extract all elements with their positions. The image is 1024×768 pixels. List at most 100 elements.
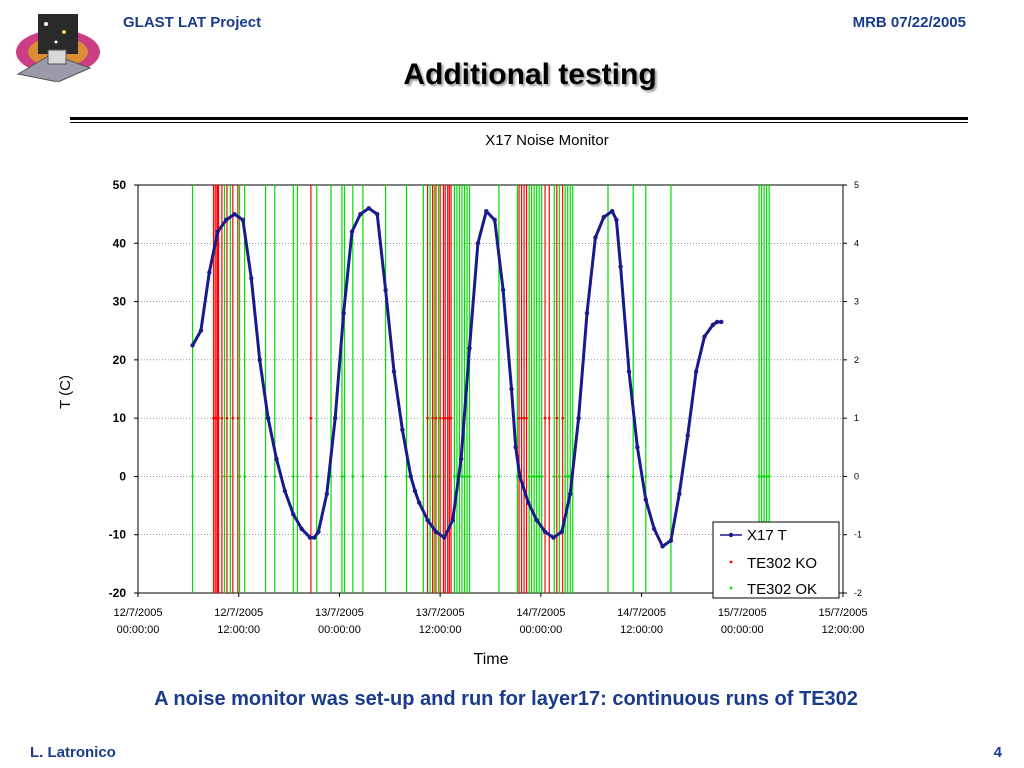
x-tick-label-date: 13/7/2005	[416, 607, 465, 619]
x17-temperature-point	[333, 415, 338, 421]
te302-ok-point	[644, 475, 648, 478]
y2-tick-label: 2	[854, 355, 859, 365]
x17-temperature-point	[467, 346, 472, 351]
x17-temperature-point	[274, 456, 279, 462]
footer-page-number: 4	[993, 744, 1002, 761]
x17-temperature-point	[660, 544, 665, 549]
te302-ko-point	[561, 416, 564, 420]
te302-ko-point	[426, 416, 429, 420]
te302-ok-point	[453, 475, 456, 478]
legend: X17 T TE302 KO TE302 OK	[712, 521, 840, 599]
x17-temperature-point	[383, 287, 388, 293]
y-tick-label: -20	[109, 586, 127, 600]
te302-ok-point	[191, 475, 194, 478]
te302-ok-point	[631, 475, 635, 478]
x17-temperature-point	[374, 211, 380, 217]
x17-temperature-series	[190, 206, 724, 549]
x-tick-label-date: 15/7/2005	[819, 607, 868, 619]
x-tick-label-time: 12:00:00	[822, 624, 865, 636]
te302-ok-point	[315, 475, 319, 478]
x17-temperature-point	[458, 456, 464, 462]
te302-ok-point	[238, 475, 241, 478]
y2-tick-label: 3	[854, 297, 859, 307]
x-tick-label-time: 12:00:00	[217, 624, 260, 636]
x17-temperature-point	[668, 538, 674, 543]
x-tick-label-time: 12:00:00	[620, 624, 663, 636]
te302-ok-point	[273, 475, 277, 478]
te302-ok-point	[422, 475, 425, 478]
x17-temperature-point	[719, 319, 724, 325]
x-axis-label: Time	[474, 651, 509, 668]
x17-temperature-point	[312, 535, 317, 540]
x17-temperature-point	[693, 369, 699, 374]
y-tick-label: 40	[113, 236, 127, 250]
x17-temperature-point	[190, 343, 195, 348]
te302-ok-point	[264, 475, 267, 478]
te302-ok-point	[229, 475, 232, 478]
y2-tick-label: 5	[854, 180, 859, 190]
x17-temperature-point	[299, 526, 304, 532]
x-tick-label-date: 12/7/2005	[214, 607, 263, 619]
x17-temperature-point	[500, 287, 506, 293]
x17-temperature-point	[584, 311, 590, 316]
footer-author: L. Latronico	[30, 744, 116, 761]
x17-temperature-point	[307, 535, 313, 540]
x17-temperature-point	[513, 445, 518, 450]
te302-ko-point	[543, 416, 547, 420]
x-tick-label-date: 13/7/2005	[315, 607, 364, 619]
x17-temperature-point	[198, 328, 204, 333]
x17-temperature-point	[408, 474, 413, 479]
x17-temperature-point	[542, 529, 548, 534]
x17-temperature-point	[240, 217, 246, 223]
te302-ok-point	[465, 475, 469, 478]
te302-ok-runs	[191, 185, 771, 593]
x17-temperature-point	[492, 217, 497, 223]
x-tick-label-date: 12/7/2005	[114, 607, 163, 619]
x17-temperature-point	[509, 386, 514, 392]
x17-temperature-point	[601, 214, 607, 220]
x17-temperature-point	[714, 319, 720, 325]
x17-temperature-point	[282, 488, 288, 494]
te302-ok-point	[428, 475, 432, 478]
x-tick-label-time: 00:00:00	[519, 624, 562, 636]
y2-tick-label: 1	[854, 413, 859, 423]
x17-temperature-point	[559, 529, 565, 534]
x17-temperature-point	[416, 500, 422, 505]
y-tick-label: 30	[113, 295, 127, 309]
te302-ok-point	[384, 475, 387, 478]
te302-ok-point	[291, 475, 295, 478]
x17-temperature-point	[223, 217, 229, 223]
te302-ko-point	[236, 416, 240, 420]
x17-temperature-point	[324, 491, 330, 497]
te302-ok-point	[535, 475, 538, 478]
x17-temperature-point	[425, 517, 430, 523]
te302-ok-point	[762, 475, 766, 478]
x17-temperature-point	[450, 517, 455, 523]
te302-ko-runs	[212, 185, 564, 593]
te302-ko-point	[525, 416, 528, 420]
x17-temperature-point	[651, 526, 657, 532]
slide-title: Additional testing	[403, 58, 657, 91]
te302-ko-point	[517, 416, 521, 420]
x17-temperature-point	[685, 433, 690, 438]
title-divider-thin	[70, 122, 968, 123]
x17-temperature-point	[618, 264, 623, 269]
y2-tick-label: -1	[854, 530, 862, 540]
x-tick-label-time: 12:00:00	[419, 624, 462, 636]
title-divider	[70, 117, 968, 120]
x17-temperature-point	[265, 415, 271, 421]
x17-temperature-point	[626, 369, 632, 374]
te302-ok-point	[606, 475, 610, 478]
header-meeting: MRB 07/22/2005	[852, 14, 966, 31]
te302-ok-point	[760, 475, 763, 478]
y-tick-label: 10	[113, 411, 127, 425]
x17-temperature-point	[517, 474, 523, 479]
header-project: GLAST LAT Project	[123, 14, 262, 31]
x17-temperature-point	[710, 322, 716, 328]
x17-temperature-point	[257, 357, 262, 363]
y2-tick-label: -2	[854, 588, 862, 598]
te302-ko-point	[547, 416, 551, 420]
x-tick-label-date: 14/7/2005	[617, 607, 666, 619]
te302-ko-point	[522, 416, 526, 420]
